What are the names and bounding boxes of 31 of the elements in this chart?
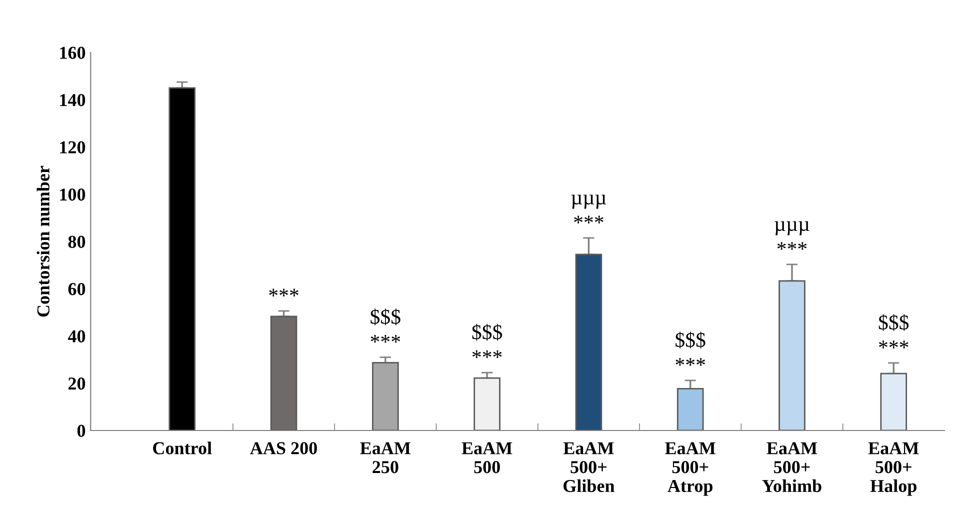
annotation: µµµ [571, 194, 606, 209]
annotation: µµµ [774, 221, 810, 236]
annotation: $$$ [370, 308, 400, 326]
y-axis-title: Contorsion number [36, 166, 50, 317]
y-tick-label: 100 [60, 188, 86, 201]
x-tick-label: EaAM 500 [462, 442, 512, 474]
x-tick-label: EaAM 500+ Atrop [665, 442, 716, 496]
annotation: $$$ [878, 314, 909, 331]
y-tick-label: 120 [60, 141, 86, 154]
annotation: *** [472, 350, 502, 358]
annotation: $$$ [472, 324, 502, 341]
x-tick-label: AAS 200 [250, 442, 317, 454]
annotation: *** [269, 288, 298, 296]
annotation: *** [676, 358, 705, 366]
x-tick-label: EaAM 500+ Gliben [563, 442, 615, 492]
annotation: *** [879, 340, 908, 348]
y-tick-label: 40 [68, 330, 86, 342]
x-tick-label: Control [153, 442, 212, 454]
annotation: *** [574, 216, 604, 224]
annotation: $$$ [676, 332, 706, 348]
y-tick-label: 80 [68, 236, 86, 248]
y-tick-label: 60 [68, 283, 86, 296]
y-tick-label: 140 [60, 94, 86, 106]
x-tick-label: EaAM 500+ Halop [868, 442, 919, 496]
y-tick-label: 0 [77, 424, 86, 437]
x-tick-label: EaAM 250 [360, 442, 410, 474]
y-tick-label: 160 [60, 46, 86, 59]
annotation: *** [370, 335, 400, 343]
annotation: *** [777, 242, 807, 250]
y-tick-label: 20 [68, 378, 86, 390]
x-tick-label: EaAM 500+ Yohimb [762, 442, 822, 492]
